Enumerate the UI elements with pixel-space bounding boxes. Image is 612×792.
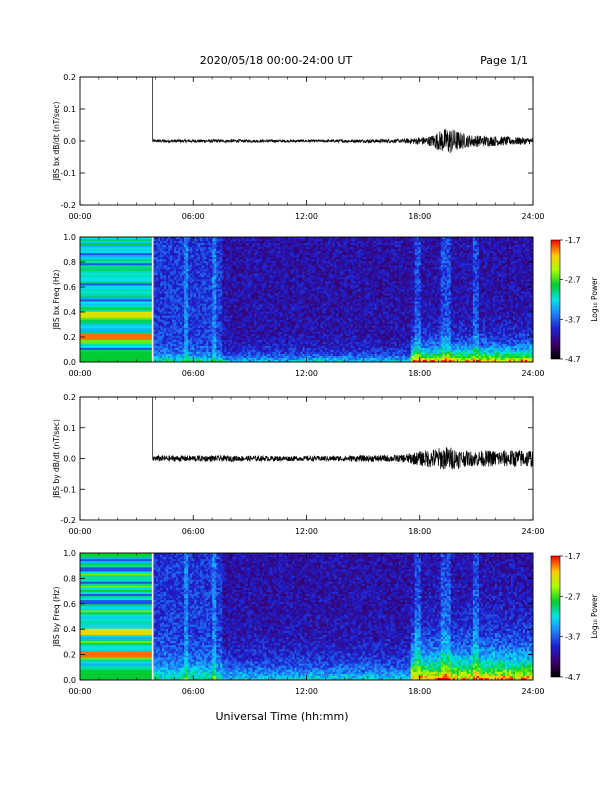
x-tick-label: 12:00 bbox=[295, 212, 318, 221]
y-tick-label: -0.2 bbox=[60, 201, 76, 210]
y-tick-label: 0.1 bbox=[63, 105, 76, 114]
y-axis-label: JBS bx dB/dt (nT/sec) bbox=[52, 102, 61, 182]
y-tick-label: -0.1 bbox=[60, 169, 76, 178]
y-tick-label: 0.2 bbox=[63, 73, 76, 82]
x-tick-label: 06:00 bbox=[182, 212, 205, 221]
waveform-series-line bbox=[80, 77, 533, 153]
y-tick-label: 0.0 bbox=[63, 137, 76, 146]
x-tick-label: 00:00 bbox=[68, 212, 91, 221]
figure-title: 2020/05/18 00:00-24:00 UT bbox=[200, 54, 353, 67]
x-tick-label: 24:00 bbox=[521, 212, 544, 221]
panels-group: 0.2 0.1 0.0 -0.1 -0.2 00:00 06:00 12:00 18:00 24:… bbox=[52, 73, 599, 696]
x-tick-label: 18:00 bbox=[408, 212, 431, 221]
page-indicator: Page 1/1 bbox=[480, 54, 528, 67]
spectrogram-heatmap bbox=[80, 237, 533, 362]
